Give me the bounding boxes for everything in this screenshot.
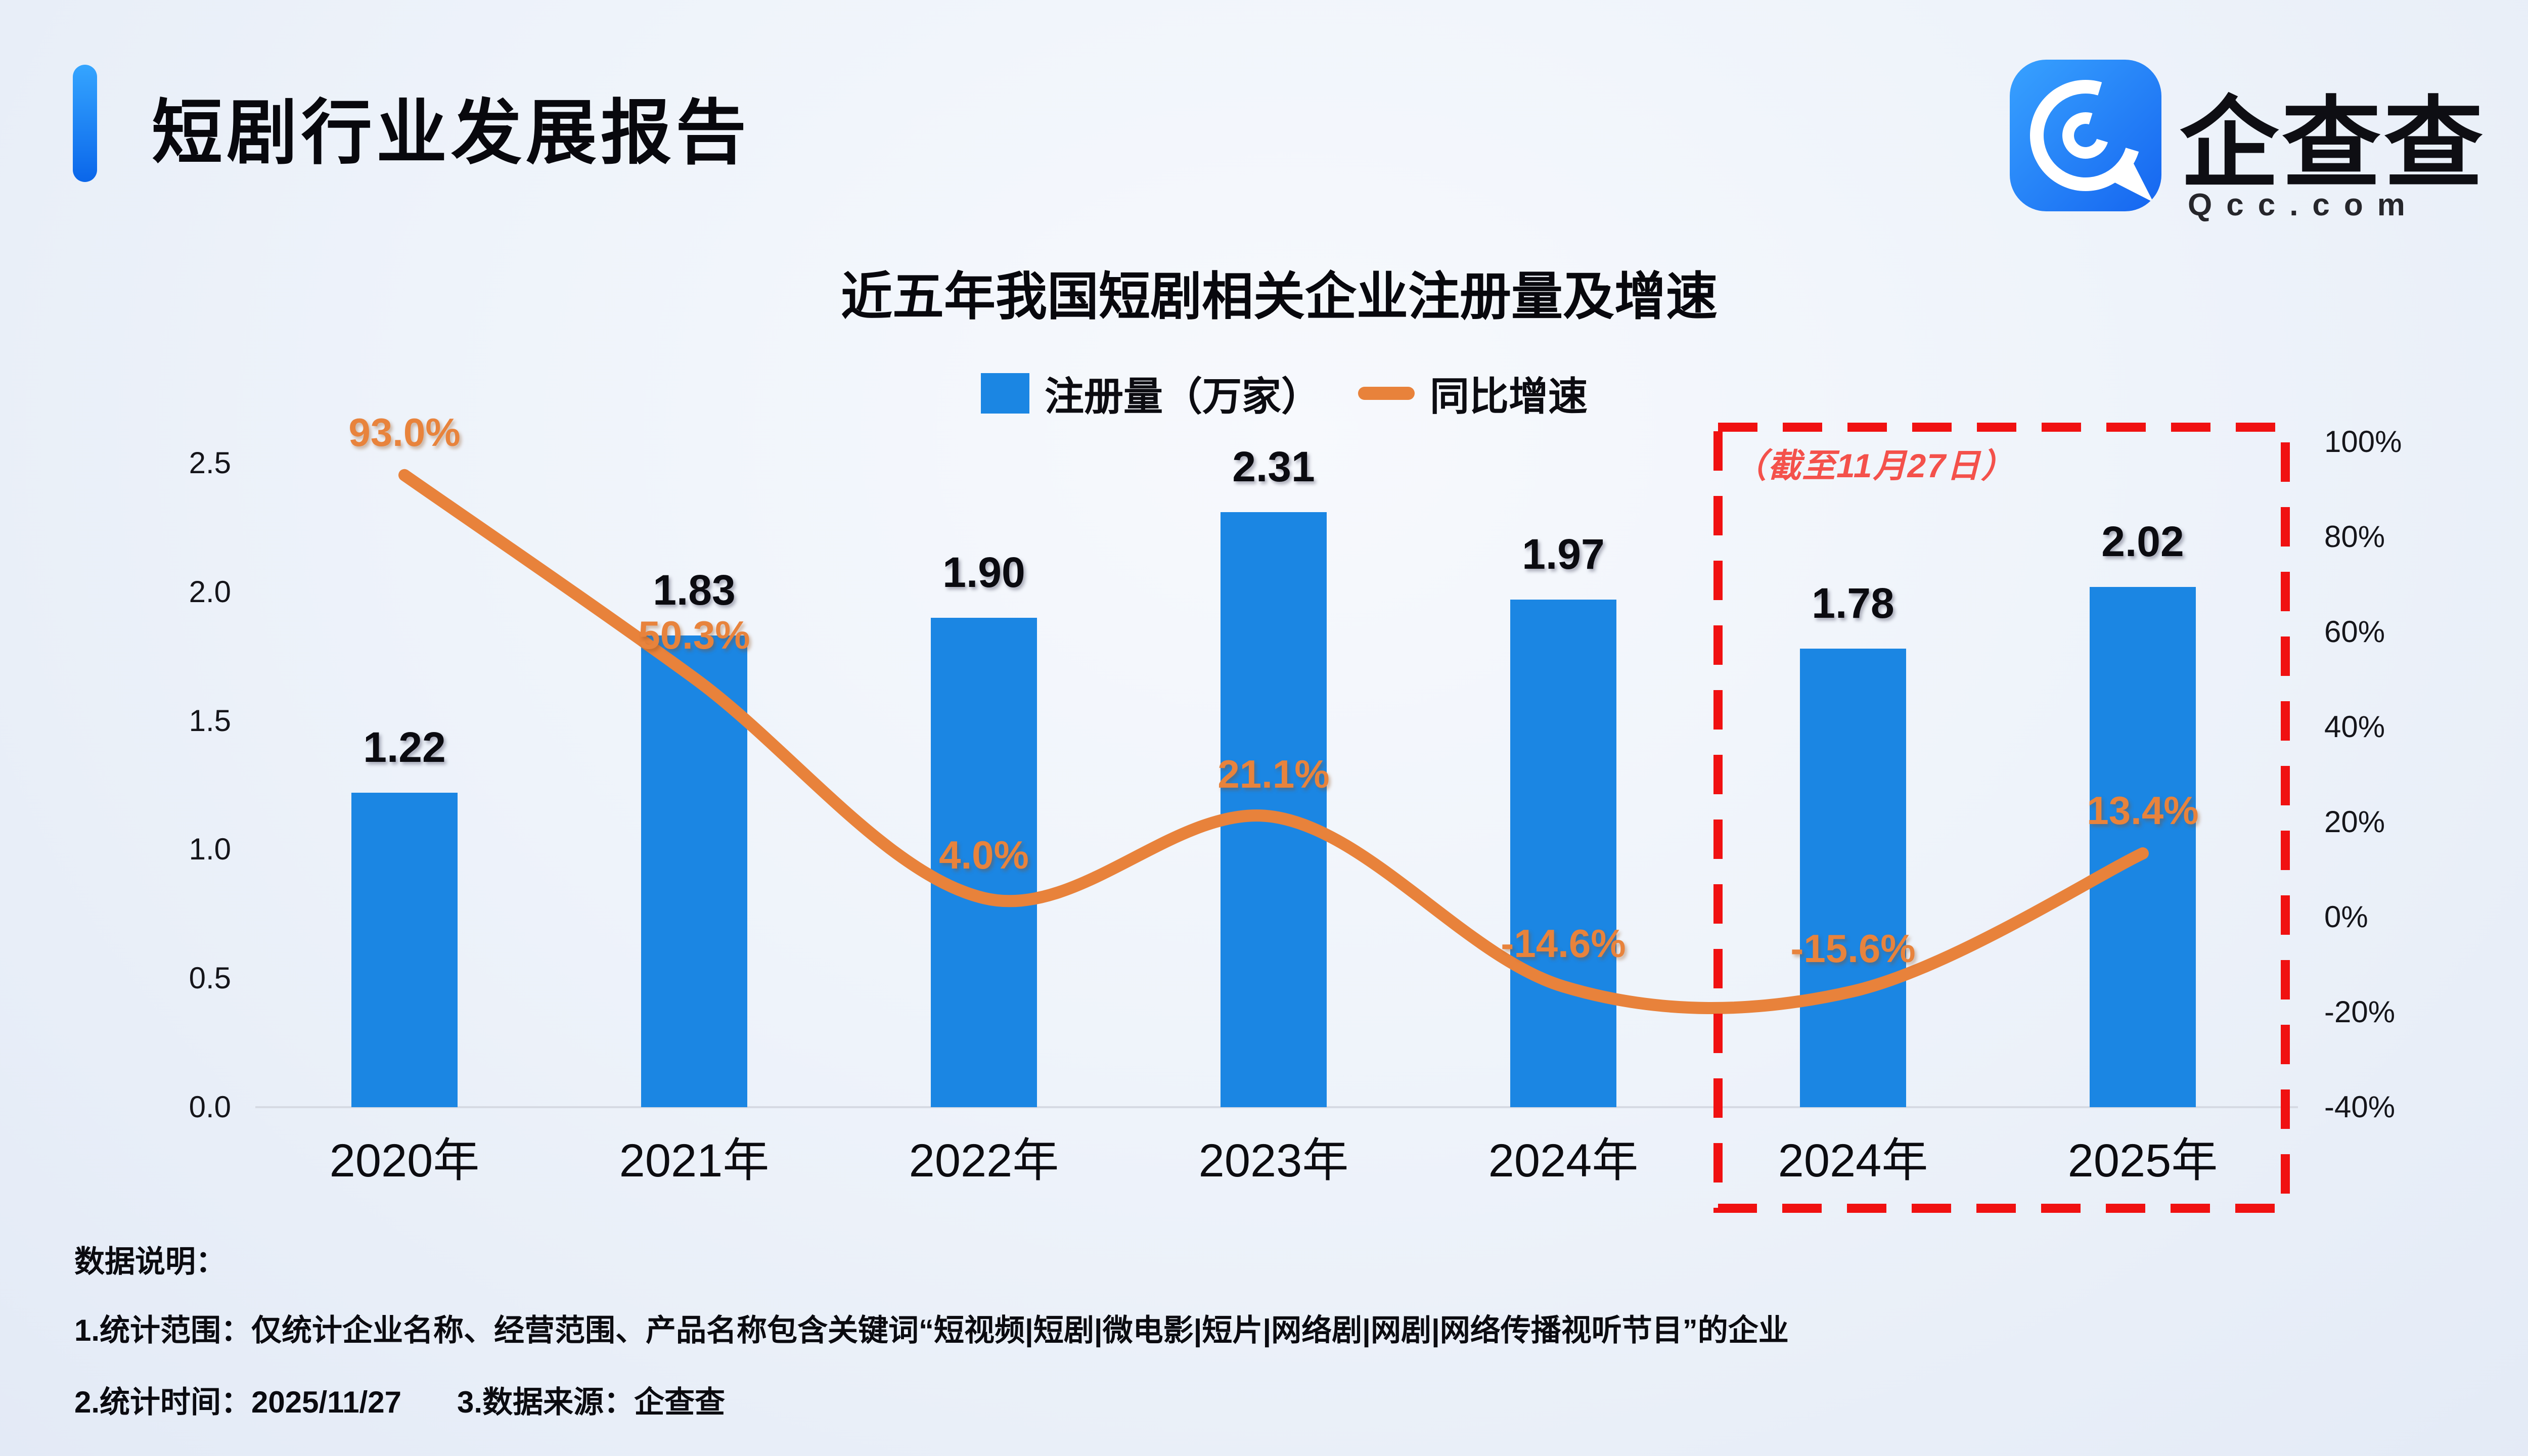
y-axis-right-tick: -20% [2324, 995, 2396, 1029]
y-axis-right-tick: 60% [2324, 615, 2385, 649]
growth-percent-label: -15.6% [1790, 926, 1916, 971]
growth-percent-label: 4.0% [939, 833, 1029, 878]
legend-line-swatch [1358, 387, 1415, 400]
registration-bar [1221, 512, 1327, 1107]
x-axis-category-label: 2022年 [909, 1135, 1059, 1187]
qcc-logo-icon [2010, 60, 2161, 211]
x-axis-category-label: 2020年 [329, 1135, 480, 1187]
footer-note-time: 2.统计时间：2025/11/27 [74, 1385, 402, 1419]
x-axis-category-label: 2021年 [619, 1135, 770, 1187]
bar-value-label: 2.02 [2101, 517, 2184, 565]
registration-bar [351, 793, 458, 1107]
growth-percent-label: 21.1% [1217, 751, 1330, 796]
growth-percent-label: 13.4% [2087, 788, 2199, 833]
header-accent-bar [73, 65, 97, 182]
logo-company-name: 企查查 [2180, 88, 2487, 199]
y-axis-right-tick: 40% [2324, 710, 2385, 744]
legend-item-registrations: 注册量（万家） [980, 365, 1321, 422]
annotation-cutoff-label: （截至11月27日） [1733, 447, 2015, 484]
y-axis-left-tick: 2.0 [189, 574, 231, 609]
footer-note-scope: 1.统计范围：仅统计企业名称、经营范围、产品名称包含关键词“短视频|短剧|微电影… [74, 1313, 1789, 1347]
y-axis-right-tick: 20% [2324, 805, 2385, 839]
registration-bar [641, 635, 747, 1107]
x-axis-category-label: 2025年 [2067, 1135, 2218, 1187]
bar-value-label: 1.97 [1522, 530, 1605, 578]
footer-heading: 数据说明： [74, 1245, 226, 1279]
bar-value-label: 1.90 [942, 548, 1025, 596]
annotation-dashed-box [1713, 423, 2290, 1213]
footer-note-source: 3.数据来源：企查查 [457, 1385, 726, 1419]
y-axis-left-tick: 0.0 [189, 1090, 231, 1124]
x-axis-category-label: 2024年 [1488, 1135, 1639, 1187]
legend-item-growth: 同比增速 [1358, 365, 1588, 422]
legend-bar-swatch [980, 373, 1029, 414]
y-axis-left-tick: 0.5 [189, 961, 231, 995]
y-axis-right-tick: 0% [2324, 900, 2368, 934]
qcc-logo: 企查查 Qcc.com [2010, 60, 2490, 226]
growth-line [398, 469, 2149, 1014]
chart-title: 近五年我国短剧相关企业注册量及增速 [841, 268, 1718, 326]
growth-percent-label: -14.6% [1501, 921, 1626, 966]
y-axis-left-tick: 1.5 [189, 703, 231, 738]
growth-percent-label: 93.0% [348, 410, 461, 454]
legend-line-label: 同比增速 [1430, 374, 1588, 419]
legend-bar-label: 注册量（万家） [1044, 374, 1321, 419]
bar-value-label: 1.83 [653, 566, 736, 614]
registration-bar [2090, 586, 2196, 1107]
registration-bar [1510, 600, 1616, 1107]
y-axis-left-tick: 2.5 [189, 446, 231, 480]
y-axis-left-tick: 1.0 [189, 832, 231, 867]
chart-legend: 注册量（万家） 同比增速 [0, 365, 2528, 422]
x-axis-category-label: 2023年 [1198, 1135, 1349, 1187]
y-axis-right-tick: 100% [2324, 425, 2402, 459]
growth-percent-label: 50.3% [638, 613, 750, 658]
registration-bar [931, 617, 1037, 1107]
x-axis-category-label: 2024年 [1778, 1135, 1928, 1187]
bar-value-label: 2.31 [1232, 442, 1315, 490]
bar-value-label: 1.22 [363, 723, 446, 771]
logo-domain: Qcc.com [2188, 188, 2419, 222]
bar-value-label: 1.78 [1812, 579, 1894, 627]
page-title: 短剧行业发展报告 [152, 93, 751, 172]
y-axis-right-tick: 80% [2324, 520, 2385, 554]
y-axis-right-tick: -40% [2324, 1090, 2396, 1124]
x-axis-line [255, 1106, 2298, 1108]
registration-bar [1800, 648, 1906, 1107]
footer-note-meta: 2.统计时间：2025/11/27 3.数据来源：企查查 [74, 1378, 725, 1422]
